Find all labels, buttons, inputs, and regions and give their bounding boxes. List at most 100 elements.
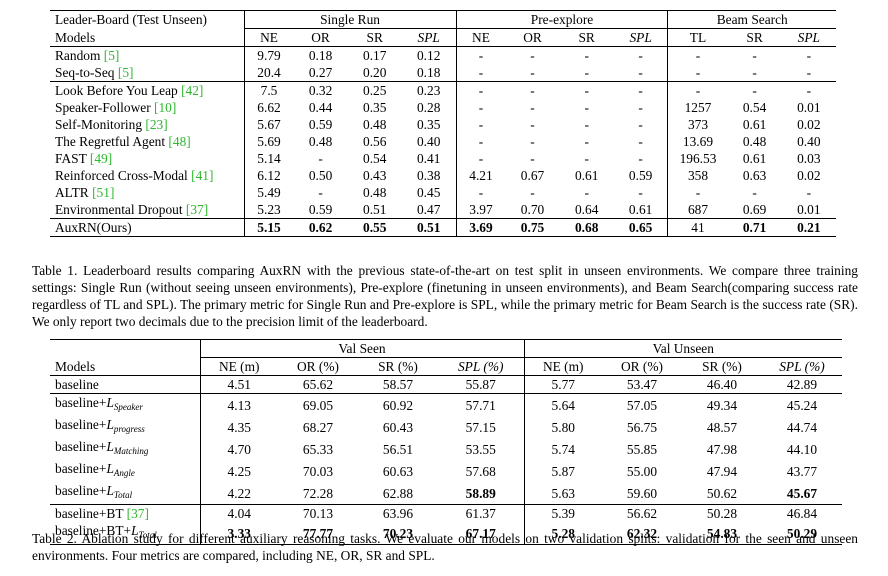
table-cell: 0.40 xyxy=(401,133,457,150)
table-cell: - xyxy=(530,117,535,132)
table-cell: - xyxy=(752,65,757,80)
citation-link[interactable]: [42] xyxy=(181,83,204,98)
citation-link[interactable]: [51] xyxy=(92,185,115,200)
table-cell: - xyxy=(752,48,757,63)
col-header: NE xyxy=(456,28,506,47)
table-cell: 0.64 xyxy=(574,202,599,217)
table-cell: 55.87 xyxy=(438,375,525,394)
table-cell: 46.84 xyxy=(762,504,842,522)
table-cell: 4.22 xyxy=(227,485,251,501)
table-cell: 0.50 xyxy=(308,168,333,183)
table-cell: 60.92 xyxy=(358,393,438,416)
table-cell: 5.49 xyxy=(257,185,281,200)
model-name: Speaker-Follower [10] xyxy=(50,99,245,116)
table-cell: 41 xyxy=(667,218,728,237)
table-cell: 70.23 xyxy=(382,525,414,541)
table-cell: 0.12 xyxy=(401,46,457,64)
table-cell: 1257 xyxy=(684,100,712,115)
table-cell: 45.67 xyxy=(786,485,818,501)
table-cell: - xyxy=(781,81,836,99)
table-cell: - xyxy=(695,48,701,63)
table-cell: 57.68 xyxy=(438,460,525,482)
citation-link[interactable]: [48] xyxy=(168,134,191,149)
citation-link[interactable]: [37] xyxy=(126,506,149,521)
table-cell: 0.40 xyxy=(797,134,821,149)
table-cell: - xyxy=(530,134,535,149)
table-cell: 47.98 xyxy=(706,441,738,457)
table-cell: 0.48 xyxy=(308,134,333,149)
model-name: Reinforced Cross-Modal [41] xyxy=(50,167,245,184)
group-val-seen: Val Seen xyxy=(200,339,525,358)
table-cell: 50.62 xyxy=(706,485,738,501)
citation-link[interactable]: [37] xyxy=(185,202,209,217)
table-cell: 358 xyxy=(687,168,709,183)
table-cell: 0.59 xyxy=(308,202,333,217)
table-cell: 13.69 xyxy=(682,134,714,149)
table-cell: 70.13 xyxy=(278,504,358,522)
citation-link[interactable]: [5] xyxy=(103,48,120,63)
table-cell: 0.35 xyxy=(363,100,387,115)
table-cell: 0.20 xyxy=(363,65,387,80)
col-header: TL xyxy=(667,28,728,47)
table-cell: 0.54 xyxy=(363,151,387,166)
table-row: Seq-to-Seq [5] 20.4 0.27 0.20 0.18 - - - - - - - xyxy=(50,64,836,82)
model-name: Environmental Dropout [37] xyxy=(50,201,245,219)
table-cell: 62.88 xyxy=(382,485,414,501)
table-cell: - xyxy=(613,81,669,99)
table-cell: 0.02 xyxy=(797,168,821,183)
table-row: Environmental Dropout [37] 5.23 0.59 0.51 0.… xyxy=(50,201,836,219)
table-cell: - xyxy=(806,48,812,63)
col-header: SPL xyxy=(401,28,457,47)
col-header: NE (m) xyxy=(524,357,602,376)
table-cell: 0.59 xyxy=(308,117,333,132)
table-cell: 0.71 xyxy=(727,218,782,237)
model-name: Look Before You Leap [42] xyxy=(50,81,245,99)
model-name: baseline xyxy=(50,375,201,394)
col-header: OR xyxy=(505,28,560,47)
table-cell: 5.69 xyxy=(257,134,281,149)
citation-link[interactable]: [49] xyxy=(89,151,113,166)
table-cell: 56.51 xyxy=(382,441,414,457)
table1-caption: Table 1. Leaderboard results comparing A… xyxy=(32,263,858,329)
table-cell: - xyxy=(478,100,484,115)
table-cell: 58.89 xyxy=(438,482,525,505)
table-cell: - xyxy=(613,150,669,167)
table-cell: 0.41 xyxy=(401,150,457,167)
table-cell: 60.43 xyxy=(382,419,414,435)
model-name: Self-Monitoring [23] xyxy=(50,116,245,133)
table-cell: 5.80 xyxy=(551,419,575,435)
table-cell: - xyxy=(456,81,506,99)
citation-link[interactable]: [23] xyxy=(145,117,168,132)
table-cell: 5.63 xyxy=(551,485,575,501)
table-cell: 196.53 xyxy=(679,151,717,166)
table-cell: 0.01 xyxy=(797,100,821,115)
col-header: SR xyxy=(347,28,402,47)
citation-link[interactable]: [5] xyxy=(117,65,134,80)
table-cell: - xyxy=(613,64,669,82)
col-header: OR (%) xyxy=(602,357,682,376)
table-cell: 63.96 xyxy=(358,504,438,522)
table-cell: 0.23 xyxy=(401,81,457,99)
table-cell: 0.61 xyxy=(742,117,767,132)
table-cell: 5.87 xyxy=(551,463,575,479)
table-cell: 54.83 xyxy=(706,525,738,541)
table-cell: 53.47 xyxy=(626,377,658,392)
table-row: ALTR [51] 5.49 - 0.48 0.45 - - - - - - - xyxy=(50,184,836,201)
table-row: The Regretful Agent [48] 5.69 0.48 0.56 0.40… xyxy=(50,133,836,150)
table-cell: - xyxy=(584,151,589,166)
citation-link[interactable]: [10] xyxy=(154,100,177,115)
table-cell: - xyxy=(727,81,782,99)
table-cell: 5.64 xyxy=(524,393,602,416)
table-cell: 55.85 xyxy=(626,441,658,457)
citation-link[interactable]: [41] xyxy=(191,168,214,183)
table-cell: 0.17 xyxy=(363,48,387,63)
col-header: SPL xyxy=(781,28,836,47)
table-cell: - xyxy=(318,185,323,200)
table-cell: 61.37 xyxy=(438,504,525,522)
table-cell: 0.65 xyxy=(613,218,669,237)
model-name: Seq-to-Seq [5] xyxy=(50,64,245,82)
model-name: Random [5] xyxy=(50,46,245,64)
table-row: AuxRN(Ours) 5.15 0.62 0.55 0.51 3.69 0.75 0.68 0… xyxy=(50,218,836,237)
table-cell: 5.15 xyxy=(244,218,294,237)
col-header: SR (%) xyxy=(682,357,762,376)
